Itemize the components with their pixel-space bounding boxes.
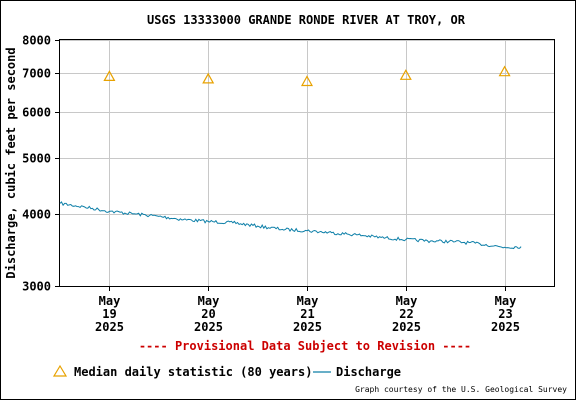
data-series bbox=[59, 65, 522, 250]
y-axis-ticks: 3000 4000 5000 6000 7000 8000 bbox=[22, 34, 60, 294]
x-tick-label: 20 bbox=[201, 307, 215, 321]
chart-title: USGS 13333000 GRANDE RONDE RIVER AT TROY… bbox=[147, 13, 466, 27]
x-tick-label: 22 bbox=[399, 307, 413, 321]
legend-median-marker bbox=[52, 364, 68, 377]
provisional-notice: ---- Provisional Data Subject to Revisio… bbox=[139, 339, 471, 353]
x-tick-label: 23 bbox=[498, 307, 512, 321]
x-tick-label: 2025 bbox=[95, 320, 124, 334]
legend: Median daily statistic (80 years) Discha… bbox=[52, 364, 401, 379]
median-marker bbox=[300, 75, 314, 87]
x-tick-label: May bbox=[198, 294, 220, 308]
x-tick-label: 2025 bbox=[392, 320, 421, 334]
x-tick-label: May bbox=[495, 294, 517, 308]
median-marker bbox=[202, 72, 215, 84]
y-tick-label: 7000 bbox=[22, 67, 51, 81]
y-tick-label: 8000 bbox=[22, 34, 51, 48]
x-tick-label: 21 bbox=[300, 307, 314, 321]
x-tick-label: 2025 bbox=[194, 320, 223, 334]
y-tick-label: 4000 bbox=[22, 208, 51, 222]
x-tick-label: May bbox=[297, 294, 319, 308]
median-marker bbox=[399, 69, 412, 80]
discharge-line bbox=[59, 201, 522, 250]
y-tick-label: 5000 bbox=[22, 152, 51, 166]
x-tick-label: May bbox=[396, 294, 418, 308]
y-axis-label: Discharge, cubic feet per second bbox=[4, 47, 18, 278]
x-tick-label: 2025 bbox=[293, 320, 322, 334]
credit-text: Graph courtesy of the U.S. Geological Su… bbox=[355, 385, 567, 394]
median-marker bbox=[103, 70, 116, 81]
x-tick-label: 19 bbox=[102, 307, 116, 321]
legend-discharge-label: Discharge bbox=[336, 365, 401, 379]
y-tick-label: 6000 bbox=[22, 106, 51, 120]
x-axis-ticks: May192025May202025May212025May222025May2… bbox=[95, 286, 520, 334]
x-tick-label: 2025 bbox=[491, 320, 520, 334]
y-tick-label: 3000 bbox=[22, 280, 51, 294]
x-tick-label: May bbox=[99, 294, 121, 308]
legend-median-label: Median daily statistic (80 years) bbox=[74, 365, 312, 379]
median-marker bbox=[498, 65, 511, 77]
